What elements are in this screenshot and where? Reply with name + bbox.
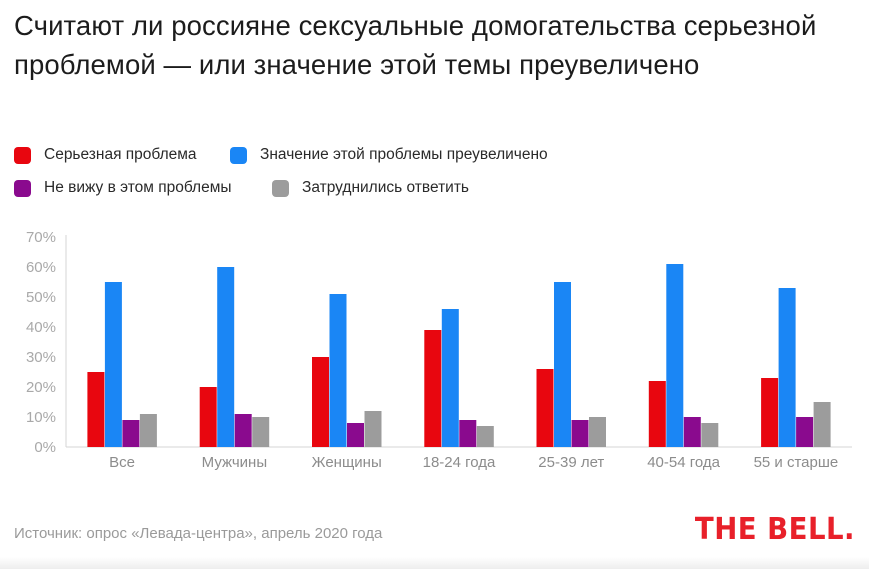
x-category-label: 55 и старше	[754, 454, 839, 471]
bar	[122, 420, 140, 447]
bar	[554, 282, 571, 447]
bar	[666, 264, 684, 447]
legend-swatch-gray	[272, 179, 289, 197]
y-tick-label: 70%	[26, 229, 56, 246]
y-tick-label: 20%	[26, 379, 56, 396]
x-category-label: 25-39 лет	[538, 454, 604, 471]
bar	[87, 372, 105, 447]
x-category-label: Все	[109, 454, 135, 471]
y-tick-label: 50%	[26, 289, 56, 306]
legend-item-serious: Серьезная проблема	[14, 146, 197, 164]
source-note: Источник: опрос «Левада-центра», апрель …	[14, 525, 383, 542]
x-category-label: Женщины	[312, 454, 382, 471]
bar	[813, 402, 831, 447]
bar	[683, 417, 701, 447]
bar	[217, 267, 235, 447]
bar	[312, 357, 329, 447]
x-category-label: 18-24 года	[423, 454, 496, 471]
legend-label: Значение этой проблемы преувеличено	[260, 146, 548, 163]
bar	[476, 426, 494, 447]
x-category-label: 40-54 года	[647, 454, 720, 471]
legend-swatch-red	[14, 146, 31, 164]
legend-label: Затруднились ответить	[302, 179, 469, 196]
chart-title: Считают ли россияне сексуальные домогате…	[14, 10, 817, 80]
bar	[648, 381, 666, 447]
bar	[536, 369, 554, 447]
bars	[87, 264, 831, 447]
footer-shadow	[0, 557, 869, 569]
y-tick-label: 60%	[26, 259, 56, 276]
bar	[459, 420, 477, 447]
bar	[424, 330, 442, 447]
bar	[701, 423, 719, 447]
bar	[778, 288, 796, 447]
y-tick-label: 10%	[26, 409, 56, 426]
legend-swatch-blue	[230, 146, 247, 164]
bar	[234, 414, 252, 447]
bar	[199, 387, 217, 447]
the-bell-logo: THE BELL.	[694, 512, 855, 547]
bar	[441, 309, 459, 447]
legend-label: Серьезная проблема	[44, 146, 197, 163]
legend-item-no-problem: Не вижу в этом проблемы	[14, 179, 232, 197]
bar	[347, 423, 364, 447]
x-axis: Все Мужчины Женщины 18-24 года 25-39 лет 40-5…	[109, 454, 838, 471]
legend-item-exaggerated: Значение этой проблемы преувеличено	[230, 146, 548, 164]
legend-item-undecided: Затруднились ответить	[272, 179, 469, 197]
bar	[329, 294, 347, 447]
y-tick-label: 40%	[26, 319, 56, 336]
legend-label: Не вижу в этом проблемы	[44, 179, 232, 196]
y-tick-label: 30%	[26, 349, 56, 366]
bar	[364, 411, 382, 447]
bar	[104, 282, 122, 447]
bar	[139, 414, 157, 447]
y-axis: 0% 10% 20% 30% 40% 50% 60% 70%	[26, 229, 852, 456]
bar	[589, 417, 606, 447]
y-tick-label: 0%	[34, 439, 56, 456]
x-category-label: Мужчины	[202, 454, 267, 471]
bar	[796, 417, 814, 447]
legend-swatch-purple	[14, 179, 31, 197]
bar-chart: 0% 10% 20% 30% 40% 50% 60% 70% Все Мужчины Женщин…	[26, 229, 852, 471]
bar	[571, 420, 589, 447]
bar	[761, 378, 779, 447]
bar	[252, 417, 270, 447]
